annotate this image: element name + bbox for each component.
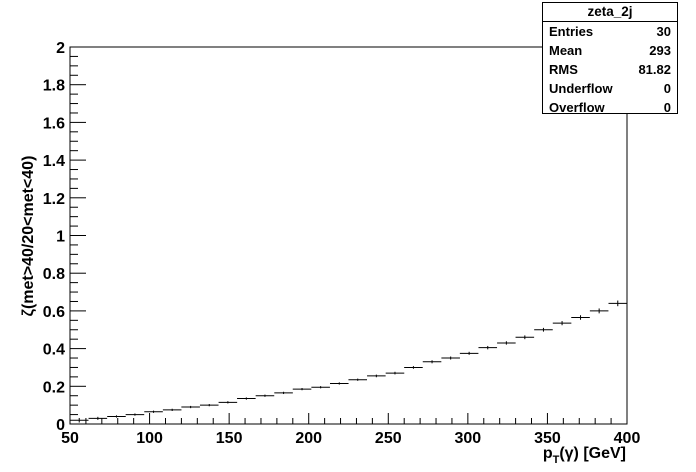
data-point: [181, 405, 200, 409]
data-point: [367, 374, 386, 378]
x-axis-title-main: p: [543, 445, 553, 462]
x-tick-label: 100: [136, 430, 163, 447]
x-axis: 50 100 150 200 250 300 350 400: [61, 413, 640, 447]
y-tick-label: 1: [56, 229, 65, 246]
data-point: [608, 300, 628, 307]
data-point: [144, 410, 163, 413]
data-point: [589, 308, 609, 314]
stats-row-mean: Mean 293: [543, 41, 677, 60]
stats-label: Mean: [549, 43, 583, 58]
data-point: [88, 416, 108, 420]
data-points: [69, 300, 628, 423]
y-tick-label: 0.8: [43, 266, 65, 283]
stats-box: zeta_2j Entries 30 Mean 293 RMS 81.82 Un…: [542, 2, 678, 117]
data-point: [199, 404, 219, 407]
x-tick-label: 400: [614, 430, 641, 447]
stats-row-rms: RMS 81.82: [543, 60, 677, 79]
x-tick-label: 250: [375, 430, 402, 447]
y-tick-label: 2: [56, 40, 65, 57]
data-point: [515, 335, 535, 340]
stats-row-entries: Entries 30: [543, 22, 677, 41]
stats-label: RMS: [549, 62, 578, 77]
data-point: [441, 356, 460, 360]
data-point: [478, 345, 498, 350]
data-point: [404, 366, 423, 369]
stats-row-underflow: Underflow 0: [543, 79, 677, 98]
data-point: [274, 391, 293, 395]
data-point: [125, 413, 145, 416]
data-point: [552, 321, 572, 326]
data-point: [385, 371, 405, 375]
data-point: [497, 341, 516, 345]
y-axis-title: ζ(met>40/20<met<40): [20, 156, 37, 317]
stats-title: zeta_2j: [543, 3, 677, 22]
data-point: [107, 415, 126, 418]
y-tick-label: 0.6: [43, 304, 65, 321]
stats-label: Entries: [549, 24, 594, 39]
y-tick-label: 1.4: [43, 153, 65, 170]
data-point: [422, 360, 442, 364]
stats-label: Overflow: [549, 100, 605, 115]
data-point: [348, 378, 368, 381]
data-point: [292, 387, 312, 391]
stats-value: 81.82: [638, 62, 671, 77]
y-tick-label: 0: [56, 417, 65, 434]
y-tick-label: 1.6: [43, 115, 65, 132]
x-axis-title: pT(γ) [GeV]: [543, 445, 626, 466]
data-point: [571, 315, 590, 320]
data-point: [162, 408, 182, 411]
data-point: [459, 351, 479, 355]
stats-value: 293: [649, 43, 671, 58]
stats-row-overflow: Overflow 0: [543, 98, 677, 117]
x-tick-label: 350: [534, 430, 561, 447]
x-tick-label: 150: [216, 430, 243, 447]
stats-value: 0: [663, 81, 671, 96]
data-point: [534, 327, 553, 332]
x-tick-label: 200: [295, 430, 322, 447]
data-point: [218, 401, 238, 404]
x-tick-label: 50: [61, 430, 79, 447]
data-point: [329, 382, 349, 385]
data-point: [255, 394, 275, 397]
y-tick-label: 0.4: [43, 342, 65, 359]
data-point: [69, 417, 89, 423]
y-tick-label: 0.2: [43, 379, 65, 396]
data-point: [311, 386, 330, 389]
data-point: [237, 397, 256, 400]
stats-value: 30: [656, 24, 671, 39]
stats-value: 0: [663, 100, 671, 115]
x-axis-title-subscript: T: [553, 454, 560, 466]
stats-label: Underflow: [549, 81, 613, 96]
y-axis: 0 0.2 0.4 0.6 0.8 1 1.2 1.4 1.6 1.8 2: [43, 40, 86, 434]
y-tick-label: 1.2: [43, 191, 65, 208]
y-tick-label: 1.8: [43, 78, 65, 95]
x-axis-title-rest: (γ) [GeV]: [559, 445, 626, 462]
x-tick-label: 300: [455, 430, 482, 447]
